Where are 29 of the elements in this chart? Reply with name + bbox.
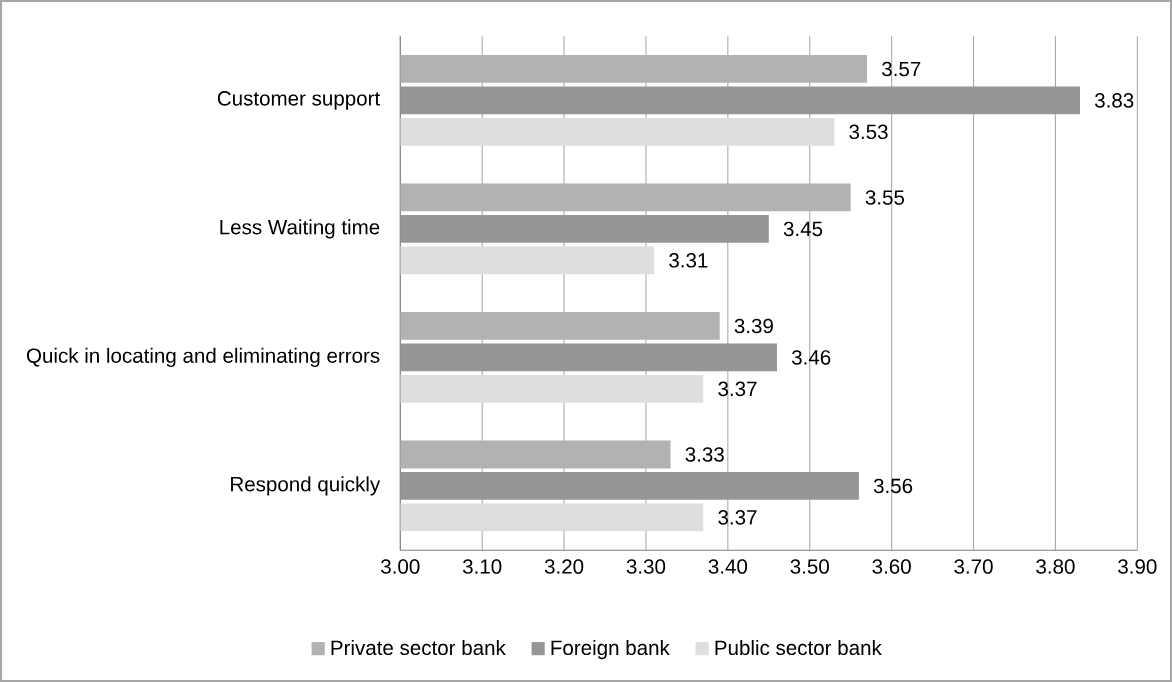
x-tick-label: 3.80 — [1036, 559, 1075, 574]
data-label: 3.56 — [873, 478, 913, 494]
data-label: 3.37 — [718, 381, 757, 397]
x-tick-label: 3.70 — [954, 559, 993, 574]
data-label: 3.55 — [865, 190, 905, 205]
data-label: 3.33 — [685, 447, 724, 462]
data-label: 3.39 — [734, 318, 773, 334]
data-label: 3.53 — [849, 124, 888, 140]
legend-label: Public sector bank — [715, 639, 882, 656]
x-tick-label: 3.50 — [790, 559, 829, 574]
x-tick-label: 3.20 — [544, 559, 584, 574]
legend-label: Foreign bank — [551, 639, 670, 660]
data-label: 3.57 — [882, 61, 921, 77]
x-tick-label: 3.60 — [872, 559, 911, 574]
x-tick-label: 3.10 — [462, 559, 502, 574]
y-tick-label: Respond quickly — [231, 476, 381, 496]
x-tick-label: 3.40 — [708, 559, 748, 574]
x-tick-label: 3.00 — [381, 559, 420, 574]
data-label: 3.45 — [783, 221, 823, 237]
y-tick-label: Customer support — [217, 91, 381, 110]
y-tick-label: Quick in locating and eliminating errors — [26, 347, 380, 367]
x-tick-label: 3.30 — [626, 559, 666, 574]
data-label: 3.31 — [669, 253, 708, 268]
data-label: 3.83 — [1094, 93, 1134, 108]
legend-label: Private sector bank — [331, 639, 506, 656]
data-label: 3.46 — [791, 350, 831, 365]
x-tick-label: 3.90 — [1118, 559, 1157, 574]
data-label: 3.37 — [718, 510, 757, 525]
y-tick-label: Less Waiting time — [220, 219, 380, 239]
